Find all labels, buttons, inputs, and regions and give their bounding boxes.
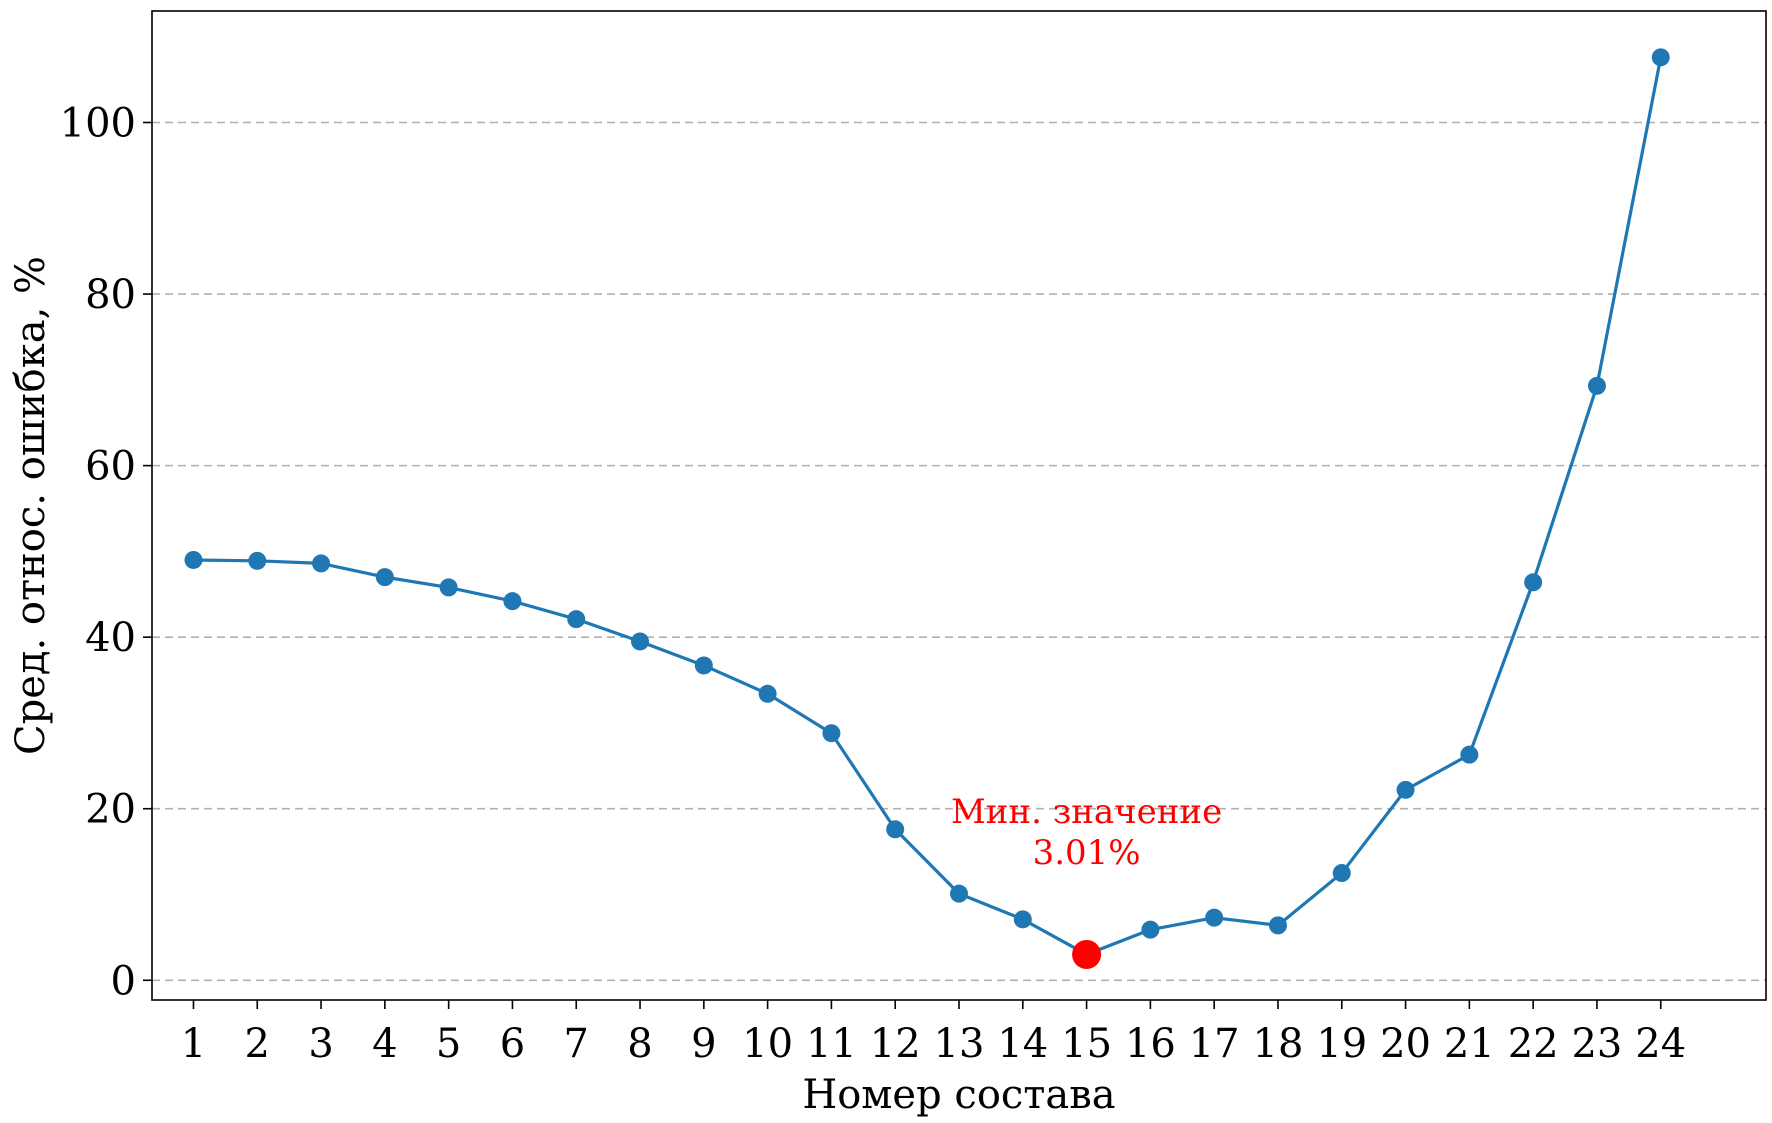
data-point (1587, 376, 1606, 395)
x-tick-label: 7 (564, 1021, 589, 1067)
x-tick-label: 12 (870, 1021, 921, 1067)
data-point (1396, 780, 1415, 799)
x-tick-label: 9 (691, 1021, 716, 1067)
x-tick-label: 14 (997, 1021, 1048, 1067)
data-point (758, 684, 777, 703)
data-point (886, 820, 905, 839)
x-tick-label: 17 (1189, 1021, 1240, 1067)
y-tick-label: 60 (85, 444, 136, 490)
x-tick-label: 21 (1444, 1021, 1495, 1067)
x-tick-label: 4 (372, 1021, 397, 1067)
x-axis-label: Номер состава (802, 1072, 1115, 1118)
x-tick-label: 8 (627, 1021, 652, 1067)
data-point (1013, 910, 1032, 929)
grid-lines (152, 121, 1766, 982)
data-point (375, 568, 394, 587)
x-tick-label: 2 (245, 1021, 270, 1067)
x-tick-label: 20 (1380, 1021, 1431, 1067)
x-tick-label: 18 (1253, 1021, 1304, 1067)
x-tick-label: 11 (806, 1021, 857, 1067)
data-point (1460, 745, 1479, 764)
data-point (439, 578, 458, 597)
y-axis-ticks: 0 20 40 60 80 100 (60, 101, 152, 1004)
data-point (1524, 573, 1543, 592)
x-tick-label: 24 (1635, 1021, 1686, 1067)
data-point (631, 632, 650, 651)
data-point (1651, 48, 1670, 67)
y-tick-label: 20 (85, 787, 136, 833)
data-point (1332, 864, 1351, 883)
y-tick-label: 80 (85, 272, 136, 318)
x-tick-label: 22 (1508, 1021, 1559, 1067)
data-point (1205, 908, 1224, 927)
x-tick-label: 10 (742, 1021, 793, 1067)
x-tick-label: 6 (500, 1021, 525, 1067)
y-tick-label: 0 (111, 958, 136, 1004)
data-point (312, 554, 331, 573)
series-line (193, 57, 1663, 957)
min-annotation-title: Мин. значение (951, 792, 1222, 832)
min-point-marker (1072, 939, 1102, 969)
x-tick-label: 13 (934, 1021, 985, 1067)
x-tick-label: 15 (1061, 1021, 1112, 1067)
x-tick-label: 5 (436, 1021, 461, 1067)
data-point (950, 884, 968, 903)
data-point (567, 610, 586, 629)
x-axis-ticks: 1 2 3 4 5 6 7 8 9 10 11 12 13 14 15 16 17 18 19 20 21 22 23 24 (181, 1000, 1686, 1067)
data-point (1268, 916, 1287, 935)
data-point (1141, 920, 1160, 939)
min-annotation-value: 3.01% (1033, 833, 1141, 873)
x-tick-label: 19 (1316, 1021, 1367, 1067)
x-tick-label: 16 (1125, 1021, 1176, 1067)
series-layer (184, 48, 1670, 969)
data-point (822, 724, 841, 743)
x-tick-label: 3 (308, 1021, 333, 1067)
data-point (248, 551, 267, 570)
data-point (503, 592, 522, 611)
y-tick-label: 40 (85, 615, 136, 661)
data-point (184, 550, 203, 569)
y-axis-label: Сред. относ. ошибка, % (8, 256, 54, 755)
data-point (694, 656, 713, 675)
x-tick-label: 23 (1571, 1021, 1622, 1067)
y-tick-label: 100 (60, 101, 136, 147)
x-tick-label: 1 (181, 1021, 206, 1067)
